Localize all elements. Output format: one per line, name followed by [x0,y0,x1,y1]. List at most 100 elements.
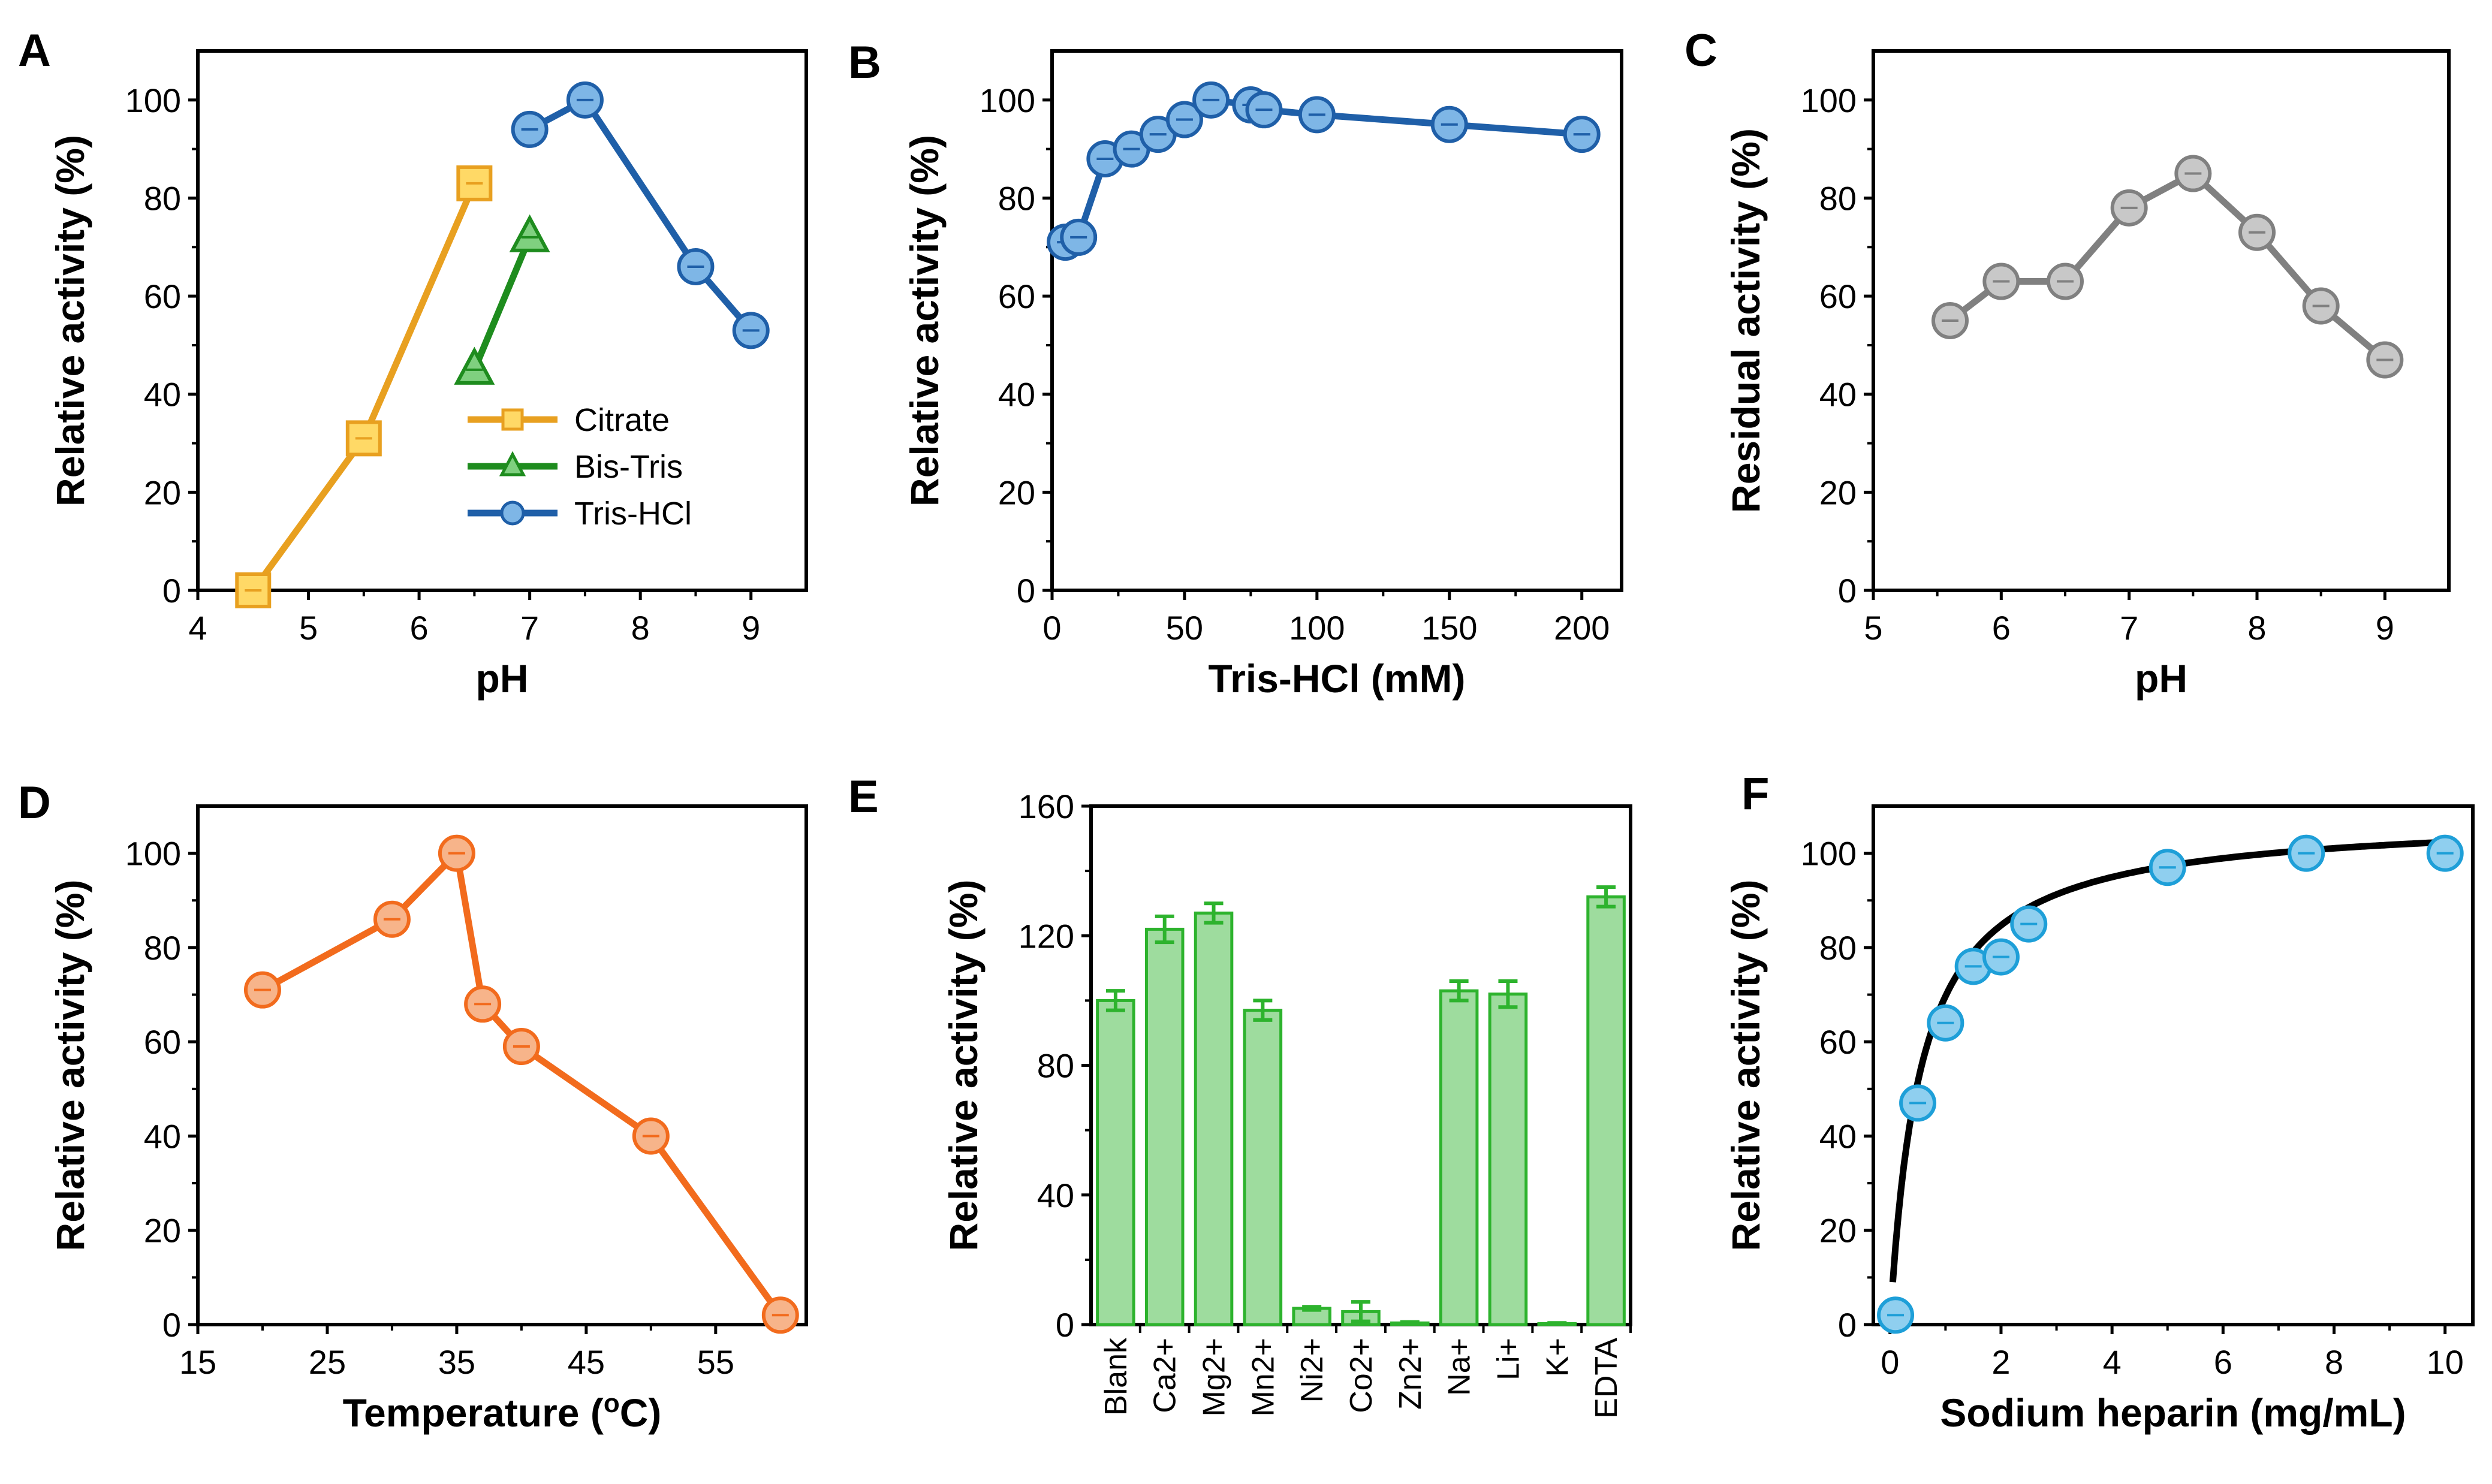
panel-letter-f: F [1741,768,1769,819]
x-tick-label: 5 [299,609,318,647]
x-tick-label: 5 [1864,609,1882,647]
panel-letter-c: C [1685,25,1717,76]
x-axis-label: Sodium heparin (mg/mL) [1940,1391,2406,1435]
y-tick-label: 0 [1838,1306,1857,1344]
x-category-label: Ni2+ [1295,1338,1330,1402]
y-tick-label: 80 [144,929,181,967]
y-tick-label: 40 [1037,1177,1074,1214]
x-tick-label: 9 [2376,609,2394,647]
legend-marker [501,408,524,431]
y-axis-label: Relative activity (%) [48,135,92,506]
bar-EDTA [1586,895,1626,1326]
y-tick-label: 0 [1838,572,1857,610]
plot-frame [1872,49,2451,592]
panel-letter-d: D [18,777,51,828]
bar-Blank [1096,999,1135,1326]
y-tick-label: 100 [980,82,1035,119]
y-tick-label: 40 [1819,376,1857,414]
y-tick-label: 60 [1819,278,1857,315]
x-tick-label: 45 [568,1343,605,1381]
legend-marker [500,500,525,526]
bar-Mn2+ [1243,1009,1283,1326]
legend-label-Bis-Tris: Bis-Tris [574,449,683,485]
x-tick-label: 7 [2120,609,2138,647]
y-tick-label: 20 [998,473,1035,511]
x-category-label: K+ [1540,1338,1575,1377]
x-tick-label: 50 [1166,609,1203,647]
y-tick-label: 40 [1819,1117,1857,1155]
y-axis-label: Relative activity (%) [941,880,986,1251]
y-tick-label: 60 [998,278,1035,315]
panel-f: F 0 20 40 60 80 100 Relative activity (%) 0 2 4 6 8 1… [1723,768,2475,1435]
x-axis-label: Temperature (oC) [343,1389,662,1435]
x-tick-label: 8 [2247,609,2266,647]
x-axis-label: pH [2135,656,2187,701]
plot-frame [1872,804,2475,1326]
bar-Mg2+ [1194,911,1234,1326]
y-tick-label: 40 [998,376,1035,414]
x-tick-label: 10 [2427,1343,2464,1381]
series-line-Residual [1948,170,2387,363]
x-tick-label: 6 [1992,609,2011,647]
panel-letter-a: A [18,25,51,76]
series-line-Bis-Tris [471,236,533,371]
x-category-label: Zn2+ [1393,1338,1428,1410]
x-category-label: Mg2+ [1197,1338,1232,1417]
panel-d: D 0 20 40 60 80 100 Relative activity (%) 15 25 35… [18,777,808,1435]
x-category-label: Mn2+ [1246,1338,1280,1417]
y-tick-label: 20 [1819,1212,1857,1250]
x-category-label: Ca2+ [1148,1338,1183,1413]
plot-frame [196,804,808,1326]
y-tick-label: 0 [1056,1306,1074,1344]
series-line-Temperature [261,850,784,1317]
bar-Na+ [1439,989,1479,1326]
plot-frame [1050,49,1623,592]
x-tick-label: 0 [1042,609,1061,647]
x-tick-label: 15 [179,1343,216,1381]
y-tick-label: 40 [144,1117,181,1155]
series-line-Tris-HCl [528,96,754,333]
y-tick-label: 40 [144,376,181,414]
y-tick-label: 60 [1819,1023,1857,1061]
panel-letter-b: B [848,37,881,88]
y-tick-label: 0 [1017,572,1035,610]
y-tick-label: 20 [144,473,181,511]
bar-Li+ [1488,993,1528,1326]
legend-marker [499,451,526,476]
data-point-Bis-Tris [454,346,495,385]
y-tick-label: 80 [1037,1047,1074,1085]
y-axis-label: Residual activity (%) [1723,128,1768,513]
y-tick-label: 0 [162,1306,181,1344]
y-axis-label: Relative activity (%) [902,135,947,506]
fit-curve [1889,838,2445,1283]
data-point-Bis-Tris [509,214,550,252]
x-tick-label: 25 [309,1343,346,1381]
y-tick-label: 120 [1019,917,1074,955]
x-tick-label: 2 [1991,1343,2010,1381]
plot-frame [196,49,808,592]
y-tick-label: 100 [1801,835,1857,873]
x-axis-label: pH [476,656,529,701]
y-tick-label: 0 [162,572,181,610]
x-category-label: EDTA [1589,1338,1624,1419]
panel-c: C 0 20 40 60 80 100 Residual activity (%) 5 6 7 8 9 p… [1685,25,2451,701]
y-tick-label: 100 [125,835,181,873]
x-category-label: Li+ [1491,1338,1526,1380]
panel-b: B 0 20 40 60 80 100 Relative activity (%) 0 50 100… [848,37,1623,701]
panel-e: E 0 40 80 120 160 Relative activity (%) Blank Ca… [848,771,1632,1419]
x-category-label: Blank [1099,1337,1134,1416]
y-tick-label: 80 [1819,179,1857,217]
x-tick-label: 200 [1554,609,1610,647]
x-tick-label: 4 [188,609,207,647]
panel-letter-e: E [848,771,879,822]
x-tick-label: 35 [438,1343,475,1381]
bar-Ca2+ [1144,927,1185,1326]
x-category-label: Co2+ [1344,1338,1379,1413]
x-tick-label: 4 [2103,1343,2122,1381]
y-tick-label: 20 [1819,473,1857,511]
x-tick-label: 7 [520,609,539,647]
series-line-Citrate [250,182,478,593]
legend-label-Citrate: Citrate [574,402,670,438]
